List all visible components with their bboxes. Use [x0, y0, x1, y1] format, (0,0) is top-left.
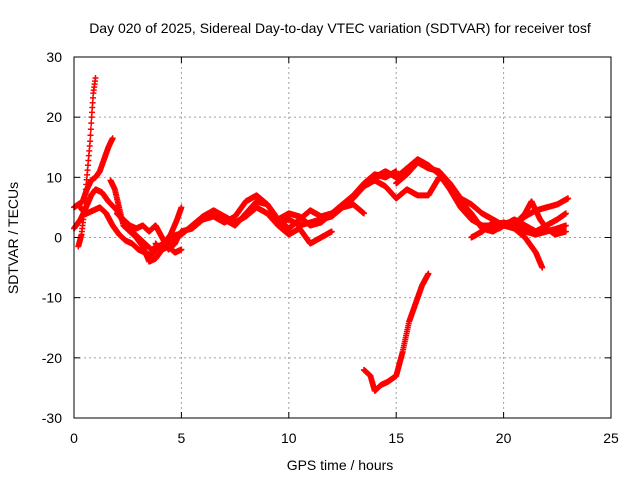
series-markers	[360, 270, 432, 394]
y-tick-label: 10	[46, 169, 62, 185]
series-track-k	[264, 210, 335, 247]
series-markers	[496, 198, 569, 238]
x-tick-label: 0	[70, 430, 78, 446]
series-markers	[264, 210, 335, 247]
y-tick-label: 20	[46, 109, 62, 125]
series-markers	[75, 135, 116, 208]
y-tick-label: -10	[42, 290, 62, 306]
series-markers	[107, 177, 185, 265]
y-tick-label: 30	[46, 49, 62, 65]
x-axis-label: GPS time / hours	[287, 457, 394, 473]
series-track-g	[152, 204, 185, 253]
series-track-e	[107, 177, 185, 265]
axis-ticks: 0 5 10 15 20 25 -30 -20 -10 0 10 20 30	[42, 49, 619, 446]
series-markers	[152, 204, 185, 253]
x-tick-label: 25	[603, 430, 619, 446]
series-track-b	[75, 135, 116, 208]
x-tick-label: 20	[496, 430, 512, 446]
series-track-q	[360, 270, 432, 394]
y-tick-label: 0	[54, 230, 62, 246]
y-axis-label: SDTVAR / TECUs	[5, 182, 21, 294]
x-tick-label: 15	[388, 430, 404, 446]
chart-title: Day 020 of 2025, Sidereal Day-to-day VTE…	[89, 20, 591, 36]
data-series	[71, 75, 572, 394]
x-tick-label: 5	[178, 430, 186, 446]
y-tick-label: -20	[42, 350, 62, 366]
series-track-p	[496, 198, 569, 238]
x-tick-label: 10	[281, 430, 297, 446]
grid-lines	[74, 57, 611, 418]
series-markers	[360, 174, 569, 235]
y-tick-label: -30	[42, 410, 62, 426]
series-track-m	[360, 174, 569, 235]
